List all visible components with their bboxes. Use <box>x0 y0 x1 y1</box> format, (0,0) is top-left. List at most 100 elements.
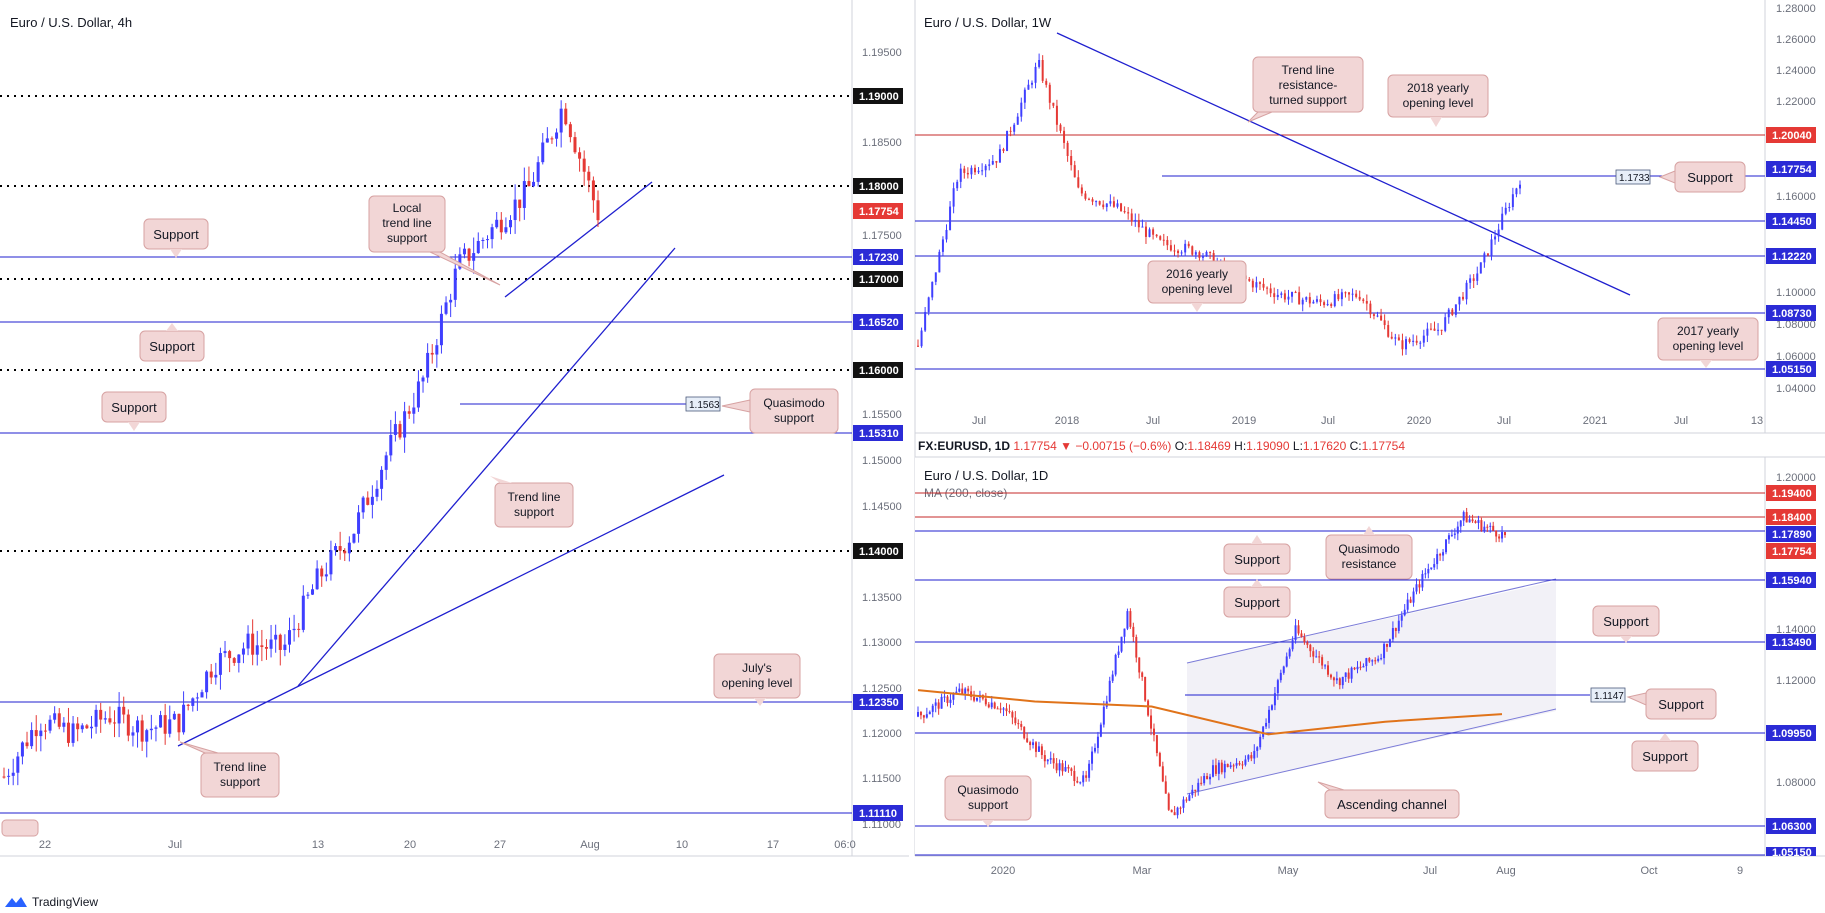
candle-body <box>1043 755 1046 762</box>
callout-2016-yearly-opening-level: 2016 yearly opening level <box>1147 260 1247 312</box>
candle-body <box>1080 187 1083 194</box>
candle-body <box>439 313 443 346</box>
x-tick: 27 <box>494 839 506 851</box>
candle-body <box>1023 89 1026 103</box>
candle-body <box>1308 297 1311 304</box>
candle-body <box>1409 599 1412 603</box>
candle-body <box>1238 763 1241 765</box>
chart-1w[interactable]: Euro / U.S. Dollar, 1W 1.28000 1.26000 1… <box>914 0 1825 856</box>
candle-body <box>1365 301 1368 304</box>
candle-body <box>103 718 107 720</box>
candle-body <box>963 168 966 173</box>
callout-label: Trend line support <box>214 760 267 789</box>
level-box-label: 1.14000 <box>859 546 899 558</box>
header-low-label: L: <box>1293 439 1303 453</box>
candle-body <box>1305 297 1308 300</box>
candle-body <box>1394 628 1397 631</box>
candle-body <box>1002 708 1005 710</box>
candle-body <box>1430 567 1433 569</box>
chart-4h-inline-tag: 1.1563 <box>685 396 721 412</box>
trend-line-resistance-turned-support <box>1056 32 1631 296</box>
candle-body <box>1120 203 1123 212</box>
candle-body <box>168 719 172 734</box>
candle-body <box>1348 292 1351 295</box>
candle-body <box>1138 657 1141 673</box>
candle-body <box>163 715 167 734</box>
candle-body <box>559 108 563 133</box>
candle-body <box>1070 768 1073 771</box>
candle-body <box>1098 201 1101 205</box>
candle-body <box>573 137 577 153</box>
candle-body <box>94 709 98 727</box>
candle-body <box>1285 656 1288 667</box>
candle-body <box>1394 337 1397 339</box>
y-tick: 1.12000 <box>862 728 902 740</box>
candle-body <box>352 533 356 543</box>
x-tick: 9 <box>1737 865 1743 877</box>
callout-pointer <box>1659 733 1671 741</box>
chart-4h-time-axis: 22 Jul 13 20 27 Aug 10 17 06:0 <box>39 839 856 851</box>
candle-body <box>1184 243 1187 253</box>
x-tick: May <box>1278 865 1299 877</box>
candle-body <box>154 727 158 729</box>
candle-body <box>1105 203 1108 208</box>
candle-body <box>1117 651 1120 655</box>
inline-price-tag <box>1615 169 1651 185</box>
candle-body <box>1226 763 1229 768</box>
x-tick: Oct <box>1640 865 1657 877</box>
partial-callout-box <box>1 819 39 837</box>
chart-1d-candles <box>917 507 1506 819</box>
candle-body <box>1383 320 1386 326</box>
candle-body <box>1137 219 1140 228</box>
candle-body <box>403 411 407 438</box>
candle-body <box>1135 636 1138 658</box>
candle-body <box>1433 564 1436 568</box>
candle-body <box>1380 658 1383 660</box>
candle-body <box>961 688 964 694</box>
candle-body <box>1011 711 1014 718</box>
x-tick: Jul <box>1497 415 1511 427</box>
candle-body <box>1471 519 1474 522</box>
callout-label: Local trend line support <box>382 201 432 245</box>
candle-body <box>1123 628 1126 637</box>
level-box <box>853 178 903 194</box>
callout-2018-yearly-opening-level: 2018 yearly opening level <box>1387 74 1489 127</box>
candle-body <box>941 239 944 252</box>
candle-body <box>541 142 545 163</box>
candle-body <box>555 132 559 139</box>
candle-body <box>1300 633 1303 637</box>
chart-layout: Euro / U.S. Dollar, 4h 1.19500 1.18500 1… <box>0 0 1825 877</box>
candle-body <box>1287 296 1290 300</box>
callout-pointer <box>1620 636 1632 643</box>
candle-body <box>113 722 117 724</box>
callout-trend-line-support: Trend line support <box>490 476 574 528</box>
y-tick: 1.20000 <box>1776 472 1816 484</box>
candle-body <box>1052 102 1055 106</box>
candle-body <box>1400 615 1403 621</box>
level-box <box>853 694 903 710</box>
header-symbol: FX:EURUSD, 1D <box>918 439 1010 453</box>
candle-body <box>1235 763 1238 766</box>
candle-body <box>1335 678 1338 681</box>
candle-body <box>988 164 991 166</box>
callout-trend-line-resistance-turned-support: Trend line resistance-turned support <box>1247 56 1364 123</box>
symbol-header-text: FX:EURUSD, 1D 1.17754 ▼ −0.00715 (−0.6%)… <box>918 439 1405 453</box>
candle-body <box>347 542 351 554</box>
candle-body <box>1152 728 1155 736</box>
candle-body <box>1450 534 1453 536</box>
candle-body <box>970 167 973 175</box>
candle-body <box>149 728 153 731</box>
candle-body <box>426 352 430 378</box>
chart-1d-price-axis: 1.20000 1.14000 1.12000 1.08000 <box>1776 472 1816 789</box>
candle-body <box>1180 252 1183 254</box>
candle-body <box>1127 212 1130 214</box>
tradingview-footer[interactable]: TradingView <box>4 893 98 911</box>
level-box <box>1766 725 1816 741</box>
header-open: 1.18469 <box>1187 439 1231 453</box>
candle-body <box>136 720 140 733</box>
level-box-label: 1.20040 <box>1772 130 1812 142</box>
candle-body <box>1501 213 1504 230</box>
level-box <box>1766 485 1816 501</box>
level-box-label: 1.16000 <box>859 365 899 377</box>
candle-body <box>1451 309 1454 315</box>
